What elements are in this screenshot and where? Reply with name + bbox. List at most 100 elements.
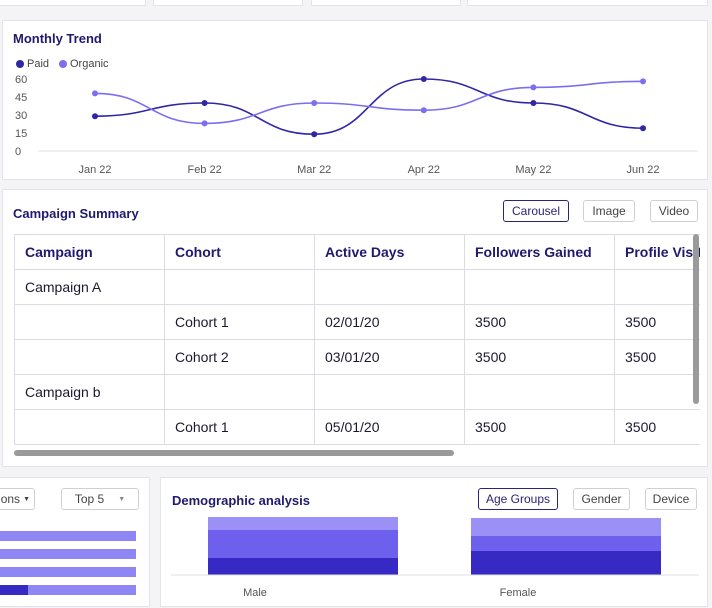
header-profile-visits: Profile Visits — [614, 234, 700, 270]
data-point-organic[interactable] — [201, 120, 208, 127]
data-point-organic[interactable] — [92, 90, 98, 97]
table-cell: Cohort 1 — [164, 304, 315, 340]
metric-select-label: ons — [0, 492, 21, 506]
stacked-bar-segment[interactable] — [471, 536, 661, 551]
stacked-bar-segment[interactable] — [471, 551, 661, 575]
campaign-summary-title: Campaign Summary — [13, 206, 139, 221]
table-cell — [614, 269, 700, 305]
stacked-bar-segment[interactable] — [471, 518, 661, 536]
legend-organic-label: Organic — [70, 58, 109, 70]
data-point-organic[interactable] — [530, 84, 537, 91]
data-point-paid[interactable] — [640, 125, 646, 132]
table-header-row: Campaign Cohort Active Days Followers Ga… — [14, 234, 700, 270]
table-cell: 05/01/20 — [314, 409, 465, 445]
monthly-trend-title: Monthly Trend — [13, 31, 102, 46]
table-row: Cohort 2 03/01/20 3500 3500 — [14, 339, 700, 375]
top-card-3 — [311, 0, 461, 6]
x-tick-label: Mar 22 — [297, 164, 331, 176]
table-row: Campaign b — [14, 374, 700, 410]
header-followers-gained: Followers Gained — [464, 234, 615, 270]
table-cell: 3500 — [614, 339, 700, 375]
table-cell — [14, 339, 165, 375]
y-tick-label: 15 — [15, 128, 27, 140]
table-cell: 3500 — [464, 304, 615, 340]
table-vertical-scrollbar[interactable] — [693, 234, 699, 404]
table-cell: 02/01/20 — [314, 304, 465, 340]
demographic-chart: Male Female — [171, 517, 699, 599]
y-tick-label: 60 — [15, 74, 27, 86]
table-cell — [14, 409, 165, 445]
data-point-paid[interactable] — [530, 100, 537, 106]
data-point-paid[interactable] — [201, 100, 208, 106]
top-card-4 — [467, 0, 708, 6]
data-point-organic[interactable] — [420, 107, 427, 114]
table-cell: 3500 — [614, 304, 700, 340]
table-cell: 3500 — [464, 339, 615, 375]
demographic-title: Demographic analysis — [172, 493, 310, 508]
table-cell — [464, 374, 615, 410]
y-tick-label: 0 — [15, 146, 21, 158]
header-campaign: Campaign — [14, 234, 165, 270]
table-cell: 03/01/20 — [314, 339, 465, 375]
campaign-summary-card: Campaign Summary Carousel Image Video Ca… — [2, 189, 708, 467]
category-label: Female — [500, 587, 537, 599]
demographic-card: Demographic analysis Age Groups Gender D… — [160, 477, 708, 607]
table-cell — [164, 269, 315, 305]
image-toggle[interactable]: Image — [583, 200, 635, 222]
table-cell — [314, 269, 465, 305]
y-tick-label: 30 — [15, 110, 27, 122]
x-tick-label: Jun 22 — [626, 164, 659, 176]
carousel-toggle[interactable]: Carousel — [503, 200, 569, 222]
header-cohort: Cohort — [164, 234, 315, 270]
table-cell: 3500 — [614, 409, 700, 445]
monthly-trend-card: Monthly Trend Paid Organic 60 45 30 15 0 Jan … — [2, 20, 708, 180]
chevron-down-icon: ▼ — [118, 495, 126, 503]
top-card-1 — [0, 0, 146, 6]
category-label: Male — [243, 587, 267, 599]
table-cell — [14, 304, 165, 340]
table-cell: Campaign A — [14, 269, 165, 305]
table-cell — [164, 374, 315, 410]
top-items-card: ons ▼ Top 5 ▼ — [0, 477, 150, 607]
stacked-bar-segment[interactable] — [208, 517, 398, 530]
data-point-paid[interactable] — [420, 76, 427, 82]
table-row: Cohort 1 02/01/20 3500 3500 — [14, 304, 700, 340]
table-cell — [614, 374, 700, 410]
table-cell: Cohort 2 — [164, 339, 315, 375]
table-cell: 3500 — [464, 409, 615, 445]
top-item-bar[interactable] — [0, 549, 136, 559]
data-point-organic[interactable] — [311, 100, 318, 106]
video-toggle[interactable]: Video — [650, 200, 698, 222]
top-item-bar[interactable] — [0, 531, 136, 541]
paid-dot-icon — [16, 60, 24, 68]
gender-toggle[interactable]: Gender — [573, 488, 630, 510]
y-tick-label: 45 — [15, 92, 27, 104]
campaign-table-viewport: Campaign Cohort Active Days Followers Ga… — [14, 234, 700, 456]
organic-dot-icon — [59, 60, 67, 68]
top-n-select[interactable]: Top 5 ▼ — [61, 488, 139, 510]
top-item-bar[interactable] — [0, 567, 136, 577]
monthly-trend-chart: 60 45 30 15 0 Jan 22 Feb 22 Mar 22 Apr 22 May 22 J… — [15, 74, 698, 176]
data-point-paid[interactable] — [92, 113, 98, 120]
stacked-bar-segment[interactable] — [208, 558, 398, 575]
top-item-bar-highlight — [0, 585, 28, 595]
table-cell: Cohort 1 — [164, 409, 315, 445]
header-active-days: Active Days — [314, 234, 465, 270]
metric-select[interactable]: ons ▼ — [0, 488, 35, 510]
x-tick-label: Feb 22 — [187, 164, 221, 176]
table-row: Cohort 1 05/01/20 3500 3500 — [14, 409, 700, 445]
top-n-label: Top 5 — [74, 492, 105, 506]
x-tick-label: Jan 22 — [78, 164, 111, 176]
age-groups-toggle[interactable]: Age Groups — [478, 488, 558, 510]
series-line-organic — [94, 80, 644, 125]
device-toggle[interactable]: Device — [645, 488, 697, 510]
data-point-organic[interactable] — [640, 78, 646, 85]
stacked-bar-segment[interactable] — [208, 530, 398, 558]
x-tick-label: May 22 — [515, 164, 551, 176]
data-point-paid[interactable] — [311, 131, 318, 138]
table-cell: Campaign b — [14, 374, 165, 410]
table-horizontal-scrollbar[interactable] — [14, 450, 454, 456]
x-tick-label: Apr 22 — [408, 164, 440, 176]
table-cell — [464, 269, 615, 305]
top-item-bar[interactable] — [0, 585, 136, 595]
